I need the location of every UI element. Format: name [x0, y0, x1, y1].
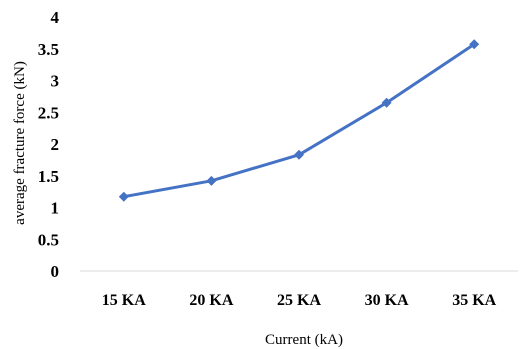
x-tick-label: 15 KA	[102, 292, 146, 309]
series-line	[123, 43, 476, 199]
x-tick-label: 30 KA	[365, 292, 409, 309]
y-axis-title: average fracture force (kN)	[12, 61, 28, 225]
y-tick-label: 4	[51, 8, 60, 27]
y-tick-label: 0.5	[38, 230, 59, 249]
y-tick-labels: 0 0.5 1 1.5 2 2.5 3 3.5 4	[38, 8, 60, 281]
y-tick-label: 1.5	[38, 167, 59, 186]
x-tick-label: 35 KA	[452, 292, 496, 309]
y-tick-label: 2	[51, 135, 60, 154]
x-tick-label: 20 KA	[189, 292, 233, 309]
y-tick-label: 1	[51, 199, 60, 218]
y-tick-label: 3.5	[38, 40, 59, 59]
x-axis-title: Current (kA)	[265, 332, 343, 348]
data-point	[118, 191, 129, 202]
data-point	[469, 39, 480, 50]
y-tick-label: 3	[51, 72, 60, 91]
data-point	[381, 97, 392, 108]
data-point	[294, 149, 304, 160]
data-point	[206, 175, 217, 186]
x-tick-labels: 15 KA 20 KA 25 KA 30 KA 35 KA	[102, 292, 497, 309]
data-points	[118, 39, 480, 202]
y-tick-label: 2.5	[38, 103, 59, 122]
x-tick-label: 25 KA	[277, 292, 321, 309]
y-tick-label: 0	[51, 262, 60, 281]
